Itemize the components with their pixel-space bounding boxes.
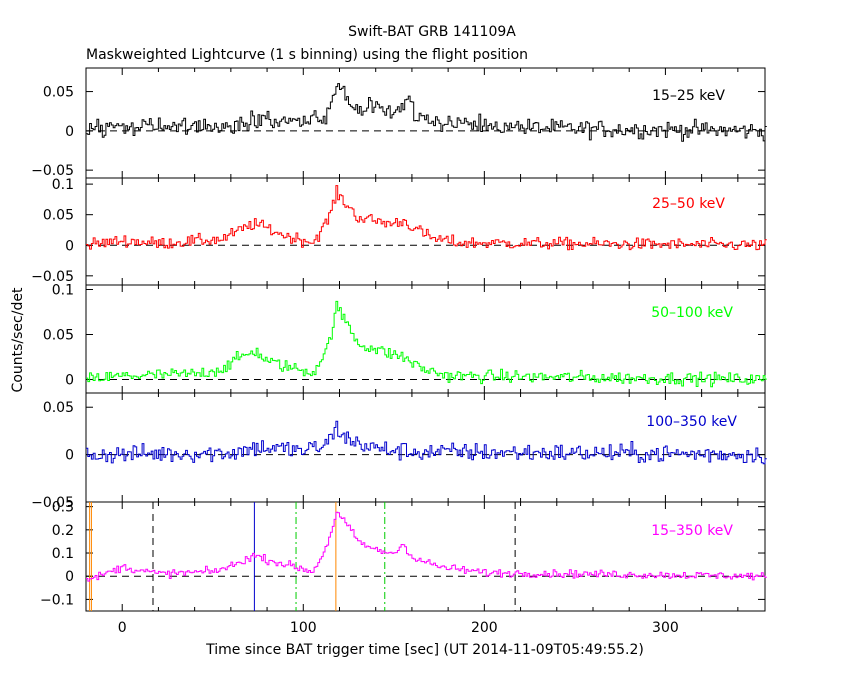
panel-frame bbox=[85, 177, 766, 286]
panel-frame bbox=[85, 67, 766, 179]
panel-frame bbox=[85, 501, 766, 612]
band-label: 50–100 keV bbox=[651, 305, 733, 321]
panel-3: 0 0.05 0.1 50–100 keV bbox=[43, 283, 767, 394]
lightcurve-100-350-keV bbox=[86, 420, 767, 465]
y-tick-label: 0.2 bbox=[52, 523, 74, 539]
y-tick-label: 0.1 bbox=[52, 283, 74, 299]
y-tick-label: −0.05 bbox=[31, 163, 74, 179]
lightcurve-50-100-keV bbox=[86, 300, 767, 388]
y-axis-label: Counts/sec/det bbox=[10, 287, 26, 392]
chart-title: Swift-BAT GRB 141109A bbox=[348, 24, 516, 40]
x-tick-label: 200 bbox=[471, 620, 498, 636]
y-tick-label: 0 bbox=[65, 238, 74, 254]
y-tick-label: 0.1 bbox=[52, 546, 74, 562]
y-tick-label: −0.05 bbox=[31, 269, 74, 285]
x-tick-label: 300 bbox=[652, 620, 679, 636]
panel-4: −0.05 0 0.05 100–350 keV bbox=[31, 392, 767, 511]
band-label: 100–350 keV bbox=[646, 414, 737, 430]
band-label: 15–25 keV bbox=[652, 88, 725, 104]
band-label: 25–50 keV bbox=[652, 196, 725, 212]
y-tick-label: 0.3 bbox=[52, 500, 74, 516]
panel-1: −0.05 0 0.05 15–25 keV bbox=[31, 67, 767, 179]
chart-subtitle: Maskweighted Lightcurve (1 s binning) us… bbox=[86, 47, 528, 63]
y-tick-label: 0.05 bbox=[43, 400, 74, 416]
y-tick-label: 0.05 bbox=[43, 208, 74, 224]
panel-5: 0 100 200 300 −0.1 0 0.1 0.2 0.3 15–350 keV bbox=[40, 500, 767, 636]
y-tick-label: 0 bbox=[65, 373, 74, 389]
y-tick-label: 0 bbox=[65, 448, 74, 464]
lightcurve-15-25-keV bbox=[86, 83, 767, 142]
y-tick-label: 0 bbox=[65, 569, 74, 585]
x-tick-label: 0 bbox=[118, 620, 127, 636]
lightcurve-25-50-keV bbox=[86, 185, 767, 251]
band-label: 15–350 keV bbox=[651, 523, 733, 539]
y-tick-label: 0 bbox=[65, 124, 74, 140]
panels-group: −0.05 0 0.05 15–25 keV −0.05 0 0.05 0.1 25–50 ke… bbox=[31, 67, 767, 636]
x-tick-label: 100 bbox=[290, 620, 317, 636]
y-tick-label: 0.1 bbox=[52, 177, 74, 193]
panel-2: −0.05 0 0.05 0.1 25–50 keV bbox=[31, 177, 767, 286]
y-tick-label: 0.05 bbox=[43, 85, 74, 101]
y-tick-label: −0.1 bbox=[40, 592, 74, 608]
y-tick-label: −0.05 bbox=[31, 495, 74, 511]
y-tick-label: 0.05 bbox=[43, 328, 74, 344]
x-axis-label: Time since BAT trigger time [sec] (UT 20… bbox=[205, 642, 644, 658]
lightcurve-15-350-keV bbox=[86, 511, 767, 582]
